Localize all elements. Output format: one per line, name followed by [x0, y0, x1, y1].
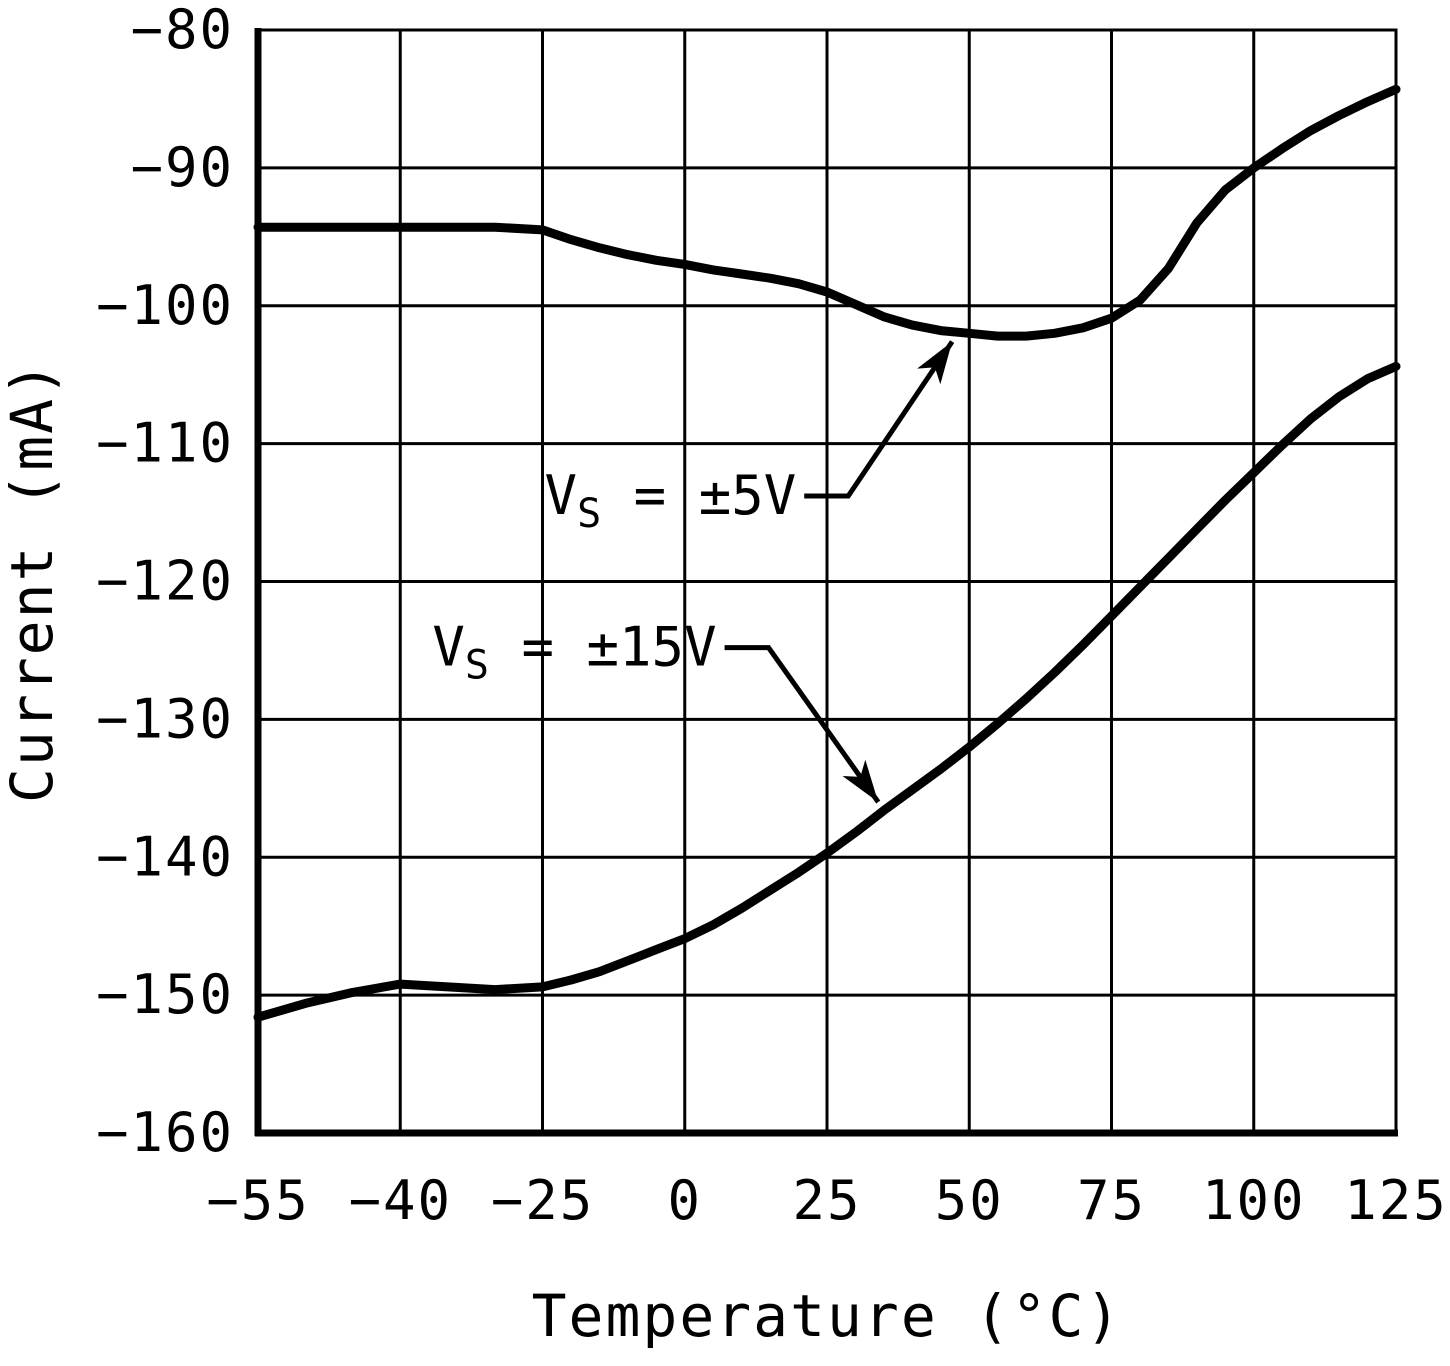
series-line-vs-5v: [253, 84, 1401, 341]
y-tick-label: −110: [96, 412, 234, 475]
x-tick-label: 25: [792, 1169, 861, 1232]
y-tick-labels: −80 −90 −100 −110 −120 −130 −140 −150 −160: [96, 0, 234, 1164]
x-tick-label: 75: [1077, 1169, 1146, 1232]
x-tick-labels: −55 −40 −25 0 25 50 75 100 125: [206, 1169, 1448, 1232]
y-tick-label: −150: [96, 963, 234, 1026]
series-line-vs-15v: [253, 361, 1401, 1022]
annotation-arrow-vs-5v: [804, 340, 955, 499]
annotation-label-vs-15v: VS = ±15V: [432, 616, 716, 689]
x-tick-label: −25: [491, 1169, 595, 1232]
x-tick-label: 50: [935, 1169, 1004, 1232]
y-tick-label: −160: [96, 1101, 234, 1164]
annotation-label-vs-5v: VS = ±5V: [545, 464, 797, 537]
x-tick-label: −55: [206, 1169, 310, 1232]
x-tick-label: −40: [348, 1169, 452, 1232]
y-tick-label: −130: [96, 687, 234, 750]
y-tick-label: −90: [130, 136, 234, 199]
x-tick-label: 0: [667, 1169, 702, 1232]
y-tick-label: −100: [96, 274, 234, 337]
y-tick-label: −80: [130, 0, 234, 61]
x-tick-label: 100: [1202, 1169, 1306, 1232]
annotation-arrow-vs-15v: [724, 645, 881, 804]
x-tick-label: 125: [1344, 1169, 1448, 1232]
y-axis-title: Current (mA): [0, 360, 66, 803]
y-tick-label: −140: [96, 825, 234, 888]
y-tick-label: −120: [96, 550, 234, 613]
x-axis-title: Temperature (°C): [532, 1282, 1123, 1350]
